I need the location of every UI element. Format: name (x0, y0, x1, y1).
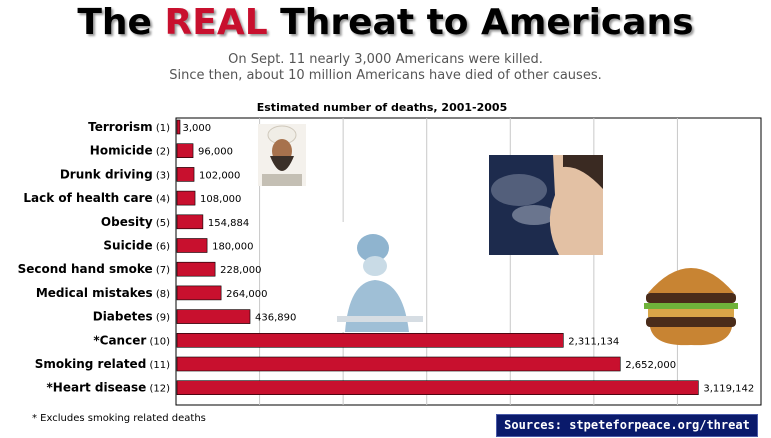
bar (176, 356, 621, 372)
category-number: (4) (153, 194, 170, 205)
category-name: Second hand smoke (18, 262, 153, 276)
category-label: *Cancer (10) (93, 333, 170, 347)
category-name: Terrorism (88, 120, 153, 134)
data-label: 3,000 (183, 123, 212, 134)
chart-heading: Estimated number of deaths, 2001-2005 (256, 101, 508, 114)
data-label: 96,000 (198, 147, 233, 158)
bar (176, 285, 222, 301)
bar (176, 332, 564, 348)
category-number: (7) (153, 265, 170, 276)
title-post: Threat to Americans (267, 2, 694, 43)
category-label: Drunk driving (3) (60, 167, 170, 181)
category-name: Homicide (90, 144, 153, 158)
data-label: 108,000 (200, 194, 241, 205)
category-label: Homicide (2) (90, 144, 170, 158)
bar (176, 119, 181, 135)
category-name: Medical mistakes (36, 286, 153, 300)
category-label: Terrorism (1) (88, 120, 170, 134)
category-name: Drunk driving (60, 167, 153, 181)
category-number: (8) (153, 289, 170, 300)
category-label: Smoking related (11) (35, 357, 170, 371)
page-title: The REAL Threat to Americans (0, 2, 771, 43)
sources-link[interactable]: Sources: stpeteforpeace.org/threat (496, 414, 758, 437)
category-number: (9) (153, 313, 170, 324)
category-number: (5) (153, 218, 170, 229)
data-label: 180,000 (212, 242, 253, 253)
category-name: Diabetes (93, 310, 153, 324)
data-label: 102,000 (199, 170, 240, 181)
data-label: 228,000 (220, 265, 261, 276)
category-number: (6) (153, 242, 170, 253)
title-pre: The (77, 2, 165, 43)
category-label: *Heart disease (12) (47, 381, 171, 395)
bar (176, 238, 208, 253)
bar (176, 261, 216, 277)
bar (176, 167, 195, 182)
category-name: *Heart disease (47, 381, 147, 395)
category-label: Suicide (6) (103, 239, 170, 253)
category-number: (2) (153, 147, 170, 158)
category-number: (10) (146, 336, 170, 347)
title-highlight: REAL (164, 2, 268, 43)
category-label: Second hand smoke (7) (18, 262, 171, 276)
category-label: Diabetes (9) (93, 310, 170, 324)
surgeon-photo (335, 222, 425, 332)
data-label: 3,119,142 (703, 384, 754, 395)
category-name: Obesity (101, 215, 153, 229)
data-label: 2,652,000 (625, 360, 676, 371)
data-label: 264,000 (226, 289, 267, 300)
subtitle-line-2: Since then, about 10 million Americans h… (169, 68, 602, 83)
data-label: 154,884 (208, 218, 249, 229)
bar (176, 380, 699, 396)
category-number: (1) (153, 123, 170, 134)
bar (176, 309, 251, 324)
category-name: Suicide (103, 239, 152, 253)
bar (176, 190, 196, 206)
category-label: Medical mistakes (8) (36, 286, 170, 300)
category-name: Smoking related (35, 357, 147, 371)
data-label: 436,890 (255, 313, 296, 324)
category-number: (12) (146, 384, 170, 395)
category-number: (3) (153, 170, 170, 181)
category-label: Obesity (5) (101, 215, 170, 229)
burger-photo (642, 253, 740, 347)
category-number: (11) (146, 360, 170, 371)
category-label: Lack of health care (4) (23, 191, 170, 205)
bar (176, 214, 204, 230)
smoker-photo (489, 155, 603, 255)
category-name: *Cancer (93, 333, 146, 347)
subtitle-line-1: On Sept. 11 nearly 3,000 Americans were … (228, 52, 543, 67)
footnote: * Excludes smoking related deaths (32, 413, 206, 424)
data-label: 2,311,134 (568, 336, 619, 347)
category-name: Lack of health care (23, 191, 152, 205)
bar (176, 143, 194, 158)
terrorist-photo (258, 124, 306, 186)
